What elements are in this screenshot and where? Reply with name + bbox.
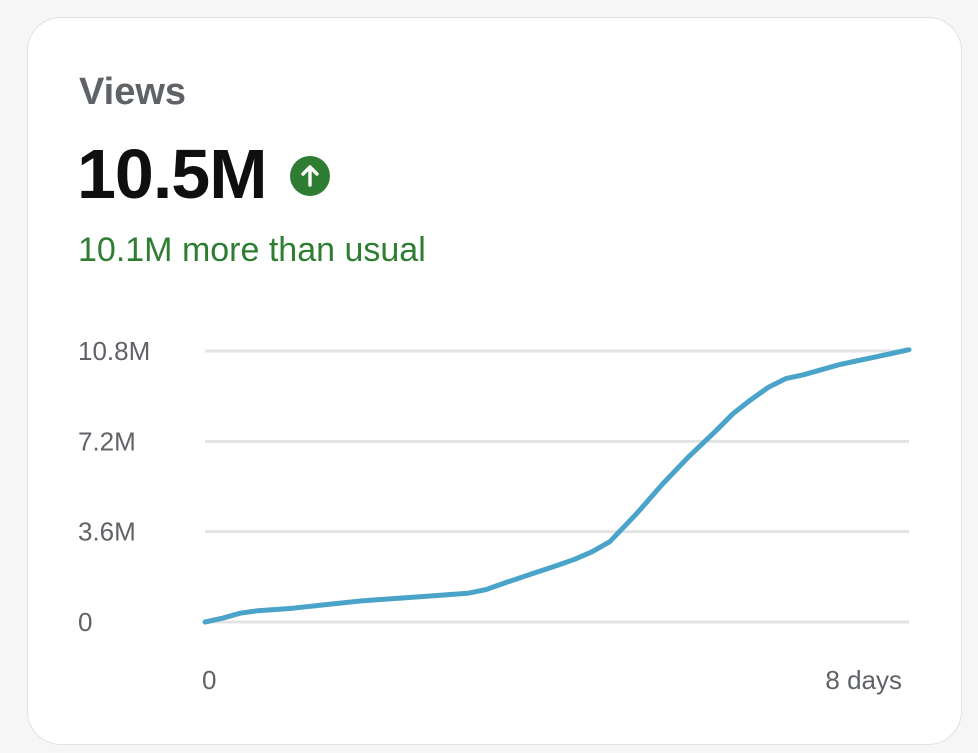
x-axis-ticks: 0 8 days xyxy=(202,665,902,695)
chart-series xyxy=(202,347,912,625)
metric-value: 10.5M xyxy=(77,135,268,213)
views-card: Views 10.5M 10.1M more than usual xyxy=(27,17,962,745)
arrow-up-icon xyxy=(289,156,330,196)
y-tick-label: 7.2M xyxy=(78,426,136,456)
y-axis-ticks: 0 3.6M 7.2M 10.8M xyxy=(78,336,150,637)
y-tick-label: 10.8M xyxy=(78,336,150,366)
y-tick-label: 0 xyxy=(78,607,92,637)
x-tick-label: 8 days xyxy=(825,665,902,695)
metric-row: 10.5M xyxy=(77,136,330,212)
chart-grid xyxy=(205,349,909,624)
metric-label: Views xyxy=(79,71,187,113)
views-series-line xyxy=(202,347,912,625)
comparison-text: 10.1M more than usual xyxy=(78,231,426,269)
y-tick-label: 3.6M xyxy=(78,517,136,547)
x-tick-label: 0 xyxy=(202,665,216,695)
